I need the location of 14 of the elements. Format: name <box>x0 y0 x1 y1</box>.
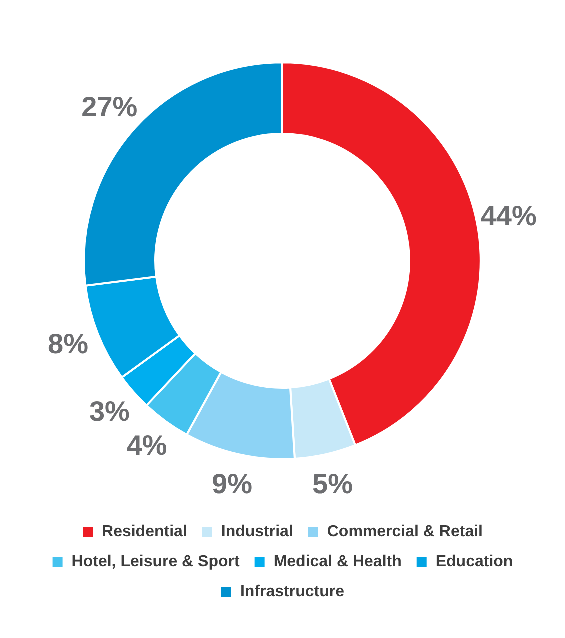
legend-label: Residential <box>102 523 188 540</box>
data-label: 4% <box>126 430 168 462</box>
data-label: 27% <box>82 91 138 122</box>
legend-label: Medical & Health <box>274 553 402 570</box>
data-label: 5% <box>312 468 354 500</box>
data-label: 3% <box>89 396 130 428</box>
legend-label: Industrial <box>221 523 294 540</box>
legend-label: Commercial & Retail <box>327 523 483 540</box>
data-label: 44% <box>480 200 537 232</box>
data-label: 9% <box>212 468 253 500</box>
legend-label: Infrastructure <box>240 583 345 600</box>
data-label: 8% <box>48 328 89 360</box>
legend-label: Hotel, Leisure & Sport <box>72 553 240 570</box>
legend-label: Education <box>436 553 514 570</box>
